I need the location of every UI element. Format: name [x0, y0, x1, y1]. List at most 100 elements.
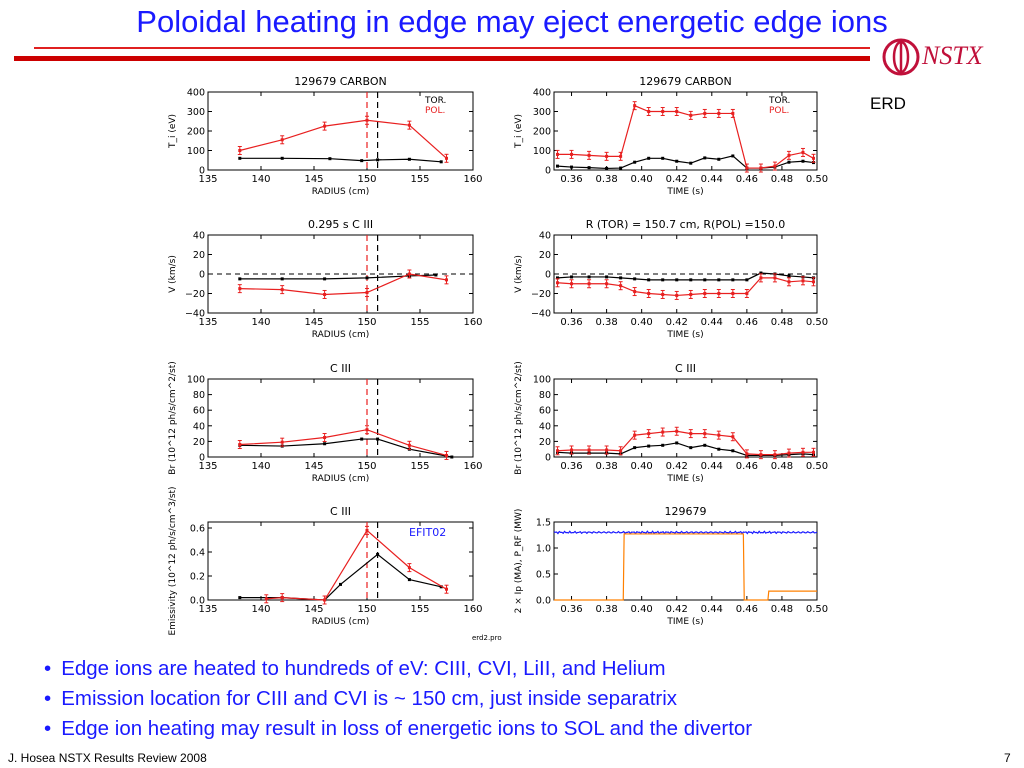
- x-tick-label: 135: [198, 174, 217, 185]
- x-tick-label: 135: [198, 461, 217, 472]
- y-tick-label: 0.0: [190, 596, 205, 607]
- data-point: [570, 165, 574, 169]
- bullet-item: Edge ions are heated to hundreds of eV: …: [44, 656, 752, 682]
- y-tick-label: 100: [187, 146, 205, 157]
- data-point: [745, 278, 749, 282]
- y-tick-label: 100: [533, 146, 551, 157]
- x-tick-label: 145: [304, 604, 323, 615]
- y-tick-label: 0: [199, 453, 205, 464]
- page-number: 7: [1004, 751, 1011, 765]
- data-point: [731, 449, 735, 453]
- y-tick-label: −40: [531, 309, 551, 320]
- data-point: [633, 277, 637, 281]
- x-tick-label: 0.40: [631, 317, 653, 328]
- y-axis-label: V (km/s): [514, 255, 524, 293]
- data-point: [731, 278, 735, 282]
- x-tick-label: 140: [251, 174, 270, 185]
- x-tick-label: 155: [410, 604, 429, 615]
- x-tick-label: 0.44: [701, 604, 723, 615]
- y-tick-label: 40: [539, 421, 551, 432]
- x-tick-label: 135: [198, 317, 217, 328]
- slide-title: Poloidal heating in edge may eject energ…: [136, 4, 888, 39]
- x-tick-label: 0.42: [666, 604, 688, 615]
- y-tick-label: 40: [193, 421, 205, 432]
- y-tick-label: −20: [185, 289, 205, 300]
- y-tick-label: 400: [533, 88, 551, 99]
- x-tick-label: 0.48: [771, 174, 793, 185]
- data-point: [556, 276, 560, 280]
- x-axis-label: TIME (s): [666, 330, 703, 340]
- data-point: [619, 276, 623, 280]
- data-point: [731, 154, 735, 158]
- data-point: [633, 446, 637, 450]
- x-tick-label: 0.40: [631, 174, 653, 185]
- x-tick-label: 160: [463, 317, 482, 328]
- x-tick-label: 150: [357, 317, 376, 328]
- data-point: [376, 158, 380, 162]
- figure-filename: erd2.pro: [472, 634, 502, 642]
- chart-title: R (TOR) = 150.7 cm, R(POL) =150.0: [586, 218, 786, 231]
- data-point: [434, 273, 438, 277]
- chart-title: 129679 CARBON: [639, 75, 732, 88]
- data-point: [703, 443, 707, 447]
- data-point: [717, 157, 721, 161]
- x-tick-label: 0.36: [560, 604, 582, 615]
- y-tick-label: 200: [187, 127, 205, 138]
- x-tick-label: 0.48: [771, 461, 793, 472]
- data-point: [633, 160, 637, 164]
- plot-frame: [553, 521, 818, 601]
- data-point: [280, 277, 284, 281]
- x-tick-label: 0.50: [806, 317, 828, 328]
- plot-frame: [553, 378, 818, 458]
- x-tick-label: 145: [304, 317, 323, 328]
- x-tick-label: 0.38: [595, 604, 617, 615]
- chart-panel-1: 129679 CARBON 135 140 145 150 155 160 0 100 200 30…: [168, 75, 483, 197]
- y-tick-label: 40: [539, 231, 551, 242]
- plot-frame: [207, 521, 474, 601]
- data-point: [407, 578, 411, 582]
- data-point: [407, 157, 411, 161]
- chart-title: C III: [330, 362, 351, 375]
- data-point: [570, 275, 574, 279]
- y-tick-label: 0.4: [190, 548, 205, 559]
- y-tick-label: 0.2: [190, 572, 205, 583]
- y-tick-label: 300: [533, 107, 551, 118]
- y-axis-label: T_i (eV): [514, 114, 524, 149]
- x-axis-label: RADIUS (cm): [312, 187, 370, 197]
- y-tick-label: 0.0: [536, 596, 551, 607]
- y-tick-label: 20: [539, 437, 551, 448]
- data-point: [238, 156, 242, 160]
- y-tick-label: 40: [193, 231, 205, 242]
- y-tick-label: −40: [185, 309, 205, 320]
- legend-entry: TOR.: [768, 96, 790, 106]
- x-tick-label: 0.40: [631, 604, 653, 615]
- x-tick-label: 150: [357, 174, 376, 185]
- data-point: [689, 161, 693, 165]
- x-tick-label: 160: [463, 461, 482, 472]
- x-tick-label: 155: [410, 174, 429, 185]
- x-tick-label: 0.46: [736, 461, 758, 472]
- series-line: [239, 119, 447, 159]
- x-tick-label: 0.46: [736, 604, 758, 615]
- data-point: [717, 447, 721, 451]
- y-tick-label: 100: [533, 375, 551, 386]
- data-point: [360, 437, 364, 441]
- title-rule-thick: [14, 56, 870, 61]
- x-axis-label: RADIUS (cm): [312, 330, 370, 340]
- y-tick-label: 400: [187, 88, 205, 99]
- series-line: [239, 274, 436, 280]
- x-axis-label: RADIUS (cm): [312, 617, 370, 627]
- data-point: [647, 278, 651, 282]
- chart-panel-7: C III 135 140 145 150 155 160 0.0 0.2 0.4 0.6 RADIU…: [168, 486, 483, 635]
- y-tick-label: 0: [545, 453, 551, 464]
- y-tick-label: 20: [539, 250, 551, 261]
- data-point: [238, 277, 242, 281]
- y-tick-label: 0.5: [536, 570, 551, 581]
- series-line: [239, 157, 442, 163]
- data-point: [556, 164, 560, 168]
- y-tick-label: 300: [187, 107, 205, 118]
- series-line: [239, 273, 447, 296]
- x-tick-label: 0.44: [701, 317, 723, 328]
- y-axis-label: V (km/s): [168, 255, 178, 293]
